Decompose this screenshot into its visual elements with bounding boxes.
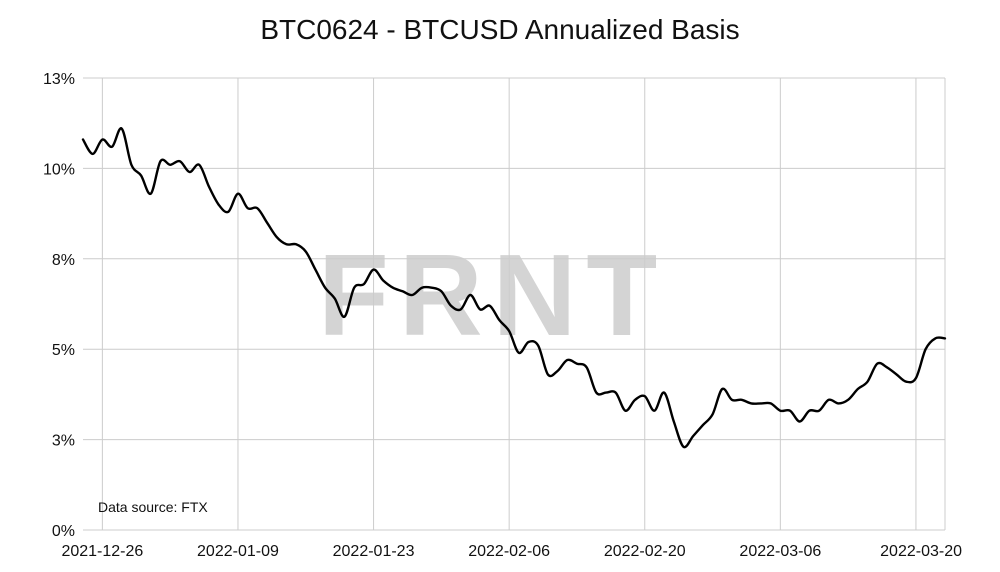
x-tick-label: 2022-01-09 (197, 543, 279, 560)
y-tick-label: 0% (52, 523, 75, 540)
x-tick-label: 2022-02-06 (468, 543, 550, 560)
x-tick-label: 2022-03-06 (739, 543, 821, 560)
y-tick-label: 5% (52, 342, 75, 359)
chart-title: BTC0624 - BTCUSD Annualized Basis (260, 14, 740, 45)
y-tick-label: 13% (43, 71, 75, 88)
data-source-note: Data source: FTX (98, 499, 208, 515)
x-tick-label: 2022-02-20 (604, 543, 686, 560)
x-tick-label: 2022-03-20 (880, 543, 962, 560)
series-line (81, 127, 947, 449)
y-axis-labels: 0% 3% 5% 8% 10% 13% (43, 71, 75, 540)
x-tick-label: 2021-12-26 (61, 543, 143, 560)
y-tick-label: 10% (43, 161, 75, 178)
y-tick-label: 8% (52, 252, 75, 269)
x-axis-labels: 2021-12-26 2022-01-09 2022-01-23 2022-02-06… (61, 543, 962, 560)
x-tick-label: 2022-01-23 (333, 543, 415, 560)
series-layer (81, 127, 947, 449)
grid-lines (83, 77, 946, 531)
y-tick-label: 3% (52, 433, 75, 450)
